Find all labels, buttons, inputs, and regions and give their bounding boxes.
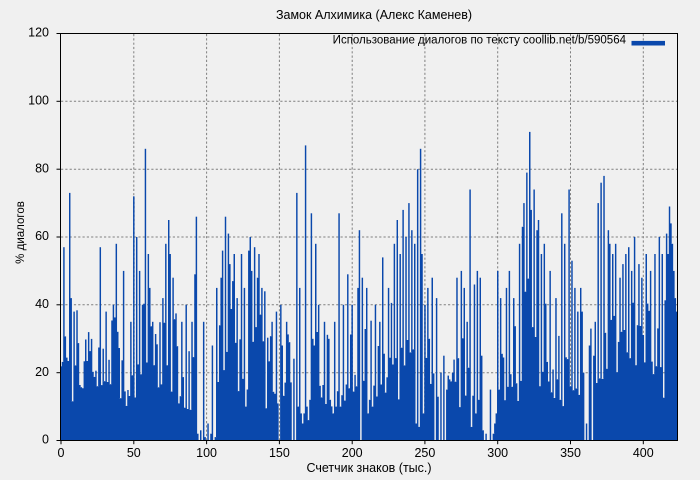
svg-text:% диалогов: % диалогов <box>15 201 27 264</box>
svg-text:150: 150 <box>269 446 290 460</box>
svg-text:0: 0 <box>58 446 65 460</box>
svg-text:120: 120 <box>28 26 49 40</box>
svg-text:Счетчик знаков (тыс.): Счетчик знаков (тыс.) <box>306 461 431 475</box>
svg-text:0: 0 <box>42 433 49 447</box>
svg-text:400: 400 <box>633 446 654 460</box>
svg-text:350: 350 <box>560 446 581 460</box>
svg-text:Замок Алхимика (Алекс Каменев): Замок Алхимика (Алекс Каменев) <box>276 8 472 22</box>
svg-text:40: 40 <box>35 297 49 311</box>
svg-text:250: 250 <box>414 446 435 460</box>
svg-text:Использование диалогов по текс: Использование диалогов по тексту coollib… <box>333 35 627 47</box>
svg-text:200: 200 <box>342 446 363 460</box>
svg-text:50: 50 <box>127 446 141 460</box>
svg-text:20: 20 <box>35 365 49 379</box>
svg-text:80: 80 <box>35 161 49 175</box>
svg-text:60: 60 <box>35 229 49 243</box>
svg-text:100: 100 <box>28 94 49 108</box>
svg-text:100: 100 <box>196 446 217 460</box>
svg-text:300: 300 <box>487 446 508 460</box>
